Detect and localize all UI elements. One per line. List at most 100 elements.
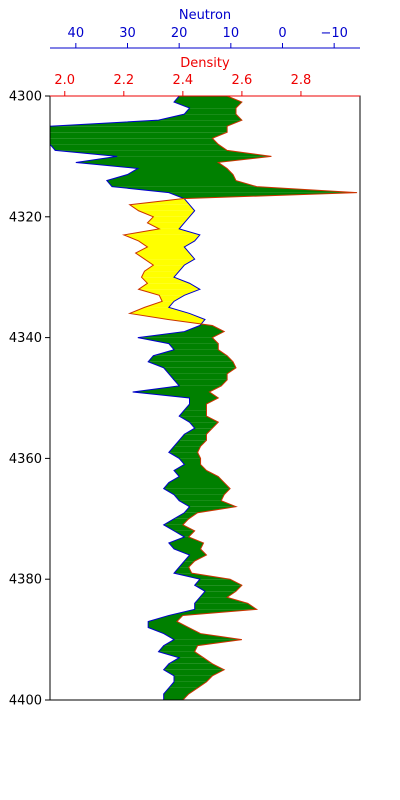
fill-segment [159,295,185,302]
fill-segment [135,247,190,254]
fill-segment [50,132,228,139]
fill-segment [75,162,228,169]
depth-tick-label: 4380 [9,573,42,588]
fill-segment [194,585,242,592]
density-tick-label: 2.4 [173,73,194,88]
fill-segment [194,603,257,610]
fill-segment [75,156,272,163]
fill-segment [129,313,205,320]
fill-segment [189,398,219,405]
fill-segment [138,210,195,217]
fill-segment [179,410,207,417]
neutron-tick-label: 0 [278,26,286,41]
fill-segment [163,687,198,694]
fill-segment [168,536,204,543]
fill-segment [168,657,213,664]
neutron-tick-label: 10 [223,26,240,41]
neutron-tick-label: 40 [68,26,85,41]
fill-segment [168,343,219,350]
fill-segment [174,379,228,386]
density-tick-label: 2.6 [232,73,253,88]
density-axis-title: Density [180,56,230,71]
depth-tick-label: 4400 [9,694,42,709]
fill-segment [174,96,242,103]
fill-segment [144,259,195,266]
density-curve [122,95,358,701]
fill-segment [55,150,272,157]
fill-segment [199,591,236,598]
fill-segment [138,283,200,290]
fill-segment [158,651,204,658]
fill-segment [129,307,190,314]
fill-segment [123,234,200,241]
fill-segment [184,325,225,332]
fill-segment [179,500,236,507]
fill-segment [194,597,248,604]
neutron-curve [49,95,206,700]
fill-segment [163,693,189,700]
fill-layer [50,96,358,700]
fill-segment [168,681,207,688]
fill-segment [168,476,225,483]
fill-segment [158,645,198,652]
fill-segment [106,180,257,187]
fill-segment [163,633,242,640]
fill-segment [123,228,200,235]
fill-segment [194,579,242,586]
fill-segment [138,240,195,247]
neutron-axis-title: Neutron [179,8,231,23]
axis-layer: 4300 4320 4340 4360 4380 4400 40 30 20 10 0 −10 2.0 2… [9,26,360,709]
depth-tick-label: 4320 [9,210,42,225]
fill-segment [127,168,234,175]
fill-segment [137,331,225,338]
fill-segment [168,373,228,380]
fill-segment [184,428,213,435]
fill-segment [189,422,219,429]
fill-segment [50,138,219,145]
fill-segment [174,675,213,682]
fill-segment [141,271,180,278]
fill-segment [112,186,358,193]
fill-segment [148,621,189,628]
depth-tick-label: 4360 [9,452,42,467]
fill-segment [174,494,225,501]
fill-segment [184,404,207,411]
fill-segment [163,367,236,374]
fill-segment [163,482,231,489]
line-layer [49,95,358,701]
fill-segment [168,542,204,549]
fill-segment [138,289,200,296]
fill-segment [174,440,207,447]
neutron-tick-label: 30 [119,26,136,41]
neutron-tick-label: −10 [320,26,347,41]
fill-segment [148,615,183,622]
fill-segment [163,518,189,525]
fill-segment [163,488,231,495]
depth-tick-label: 4340 [9,331,42,346]
fill-segment [135,253,195,260]
fill-segment [179,458,201,465]
fill-segment [148,361,236,368]
fill-segment [184,506,236,513]
fill-segment [184,555,207,562]
fill-segment [144,301,174,308]
fill-segment [137,337,219,344]
fill-segment [163,639,242,646]
fill-segment [174,102,242,109]
fill-segment [163,663,225,670]
fill-segment [174,512,198,519]
fill-segment [153,349,228,356]
fill-segment [144,265,185,272]
fill-segment [50,126,228,133]
fill-segment [179,434,207,441]
fill-segment [174,530,195,537]
density-tick-label: 2.8 [291,73,312,88]
density-tick-label: 2.0 [54,73,75,88]
fill-segment [148,627,201,634]
fill-segment [174,470,219,477]
fill-segment [132,385,222,392]
fill-segment [132,391,219,398]
fill-segment [147,216,190,223]
